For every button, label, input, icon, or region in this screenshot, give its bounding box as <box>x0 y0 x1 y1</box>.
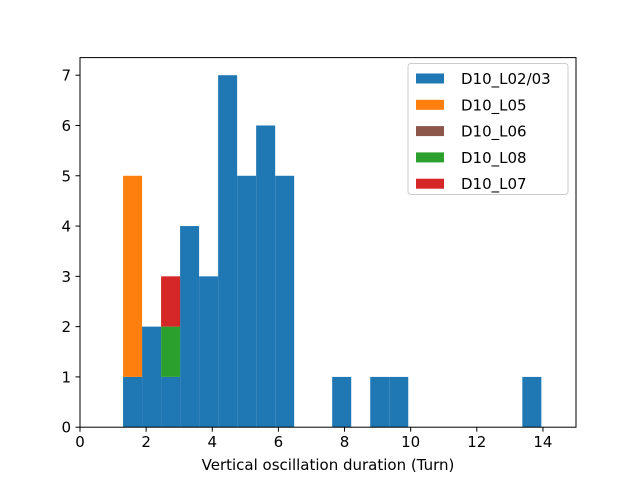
bar-0-1 <box>142 326 162 428</box>
bar-0-2 <box>161 376 181 428</box>
y-tick-label-5: 5 <box>61 167 71 185</box>
legend-swatch-3 <box>416 152 444 163</box>
x-tick-label-2: 4 <box>207 433 217 451</box>
legend: D10_L02/03 D10_L05 D10_L06 D10_L08 D10_L07 <box>407 63 569 195</box>
x-tick-label-6: 12 <box>467 433 486 451</box>
legend-label-2: D10_L06 <box>461 123 527 142</box>
bar-0-6 <box>237 175 257 428</box>
legend-label-1: D10_L05 <box>461 96 527 115</box>
x-tick-label-7: 14 <box>533 433 552 451</box>
bar-0-0 <box>123 376 143 428</box>
y-axis: 0 1 2 3 4 5 6 7 <box>61 67 80 437</box>
legend-box <box>407 63 569 195</box>
bar-0-5 <box>218 75 238 428</box>
y-tick-label-3: 3 <box>61 268 71 286</box>
y-tick-label-0: 0 <box>61 419 71 437</box>
y-tick-label-6: 6 <box>61 117 71 135</box>
x-tick-label-1: 2 <box>141 433 151 451</box>
legend-swatch-0 <box>416 73 444 84</box>
y-tick-label-2: 2 <box>61 318 71 336</box>
bar-0-7 <box>256 125 276 428</box>
bar-0-13 <box>370 376 390 428</box>
bar-0-11 <box>332 376 352 428</box>
legend-swatch-4 <box>416 178 444 189</box>
bar-0-4 <box>199 276 219 428</box>
bar-3-2 <box>161 326 181 377</box>
bar-0-21 <box>522 376 542 428</box>
x-tick-label-4: 8 <box>340 433 350 451</box>
bar-1-0 <box>123 175 143 377</box>
bar-4-2 <box>161 276 181 327</box>
y-tick-label-4: 4 <box>61 218 71 236</box>
bar-0-14 <box>389 376 409 428</box>
x-axis-title: Vertical oscillation duration (Turn) <box>202 456 455 474</box>
bars-group <box>123 75 542 428</box>
legend-label-4: D10_L07 <box>461 175 527 194</box>
bar-0-3 <box>180 226 200 428</box>
y-tick-label-7: 7 <box>61 67 71 85</box>
y-tick-label-1: 1 <box>61 368 71 386</box>
legend-swatch-1 <box>416 99 444 110</box>
plot-frame <box>79 57 577 428</box>
x-tick-label-3: 6 <box>274 433 284 451</box>
x-axis: 0 2 4 6 8 10 12 14 <box>75 427 552 451</box>
legend-label-3: D10_L08 <box>461 149 527 168</box>
x-tick-label-5: 10 <box>401 433 420 451</box>
legend-swatch-2 <box>416 126 444 137</box>
legend-label-0: D10_L02/03 <box>461 70 551 89</box>
bar-0-8 <box>275 175 295 428</box>
x-tick-label-0: 0 <box>75 433 85 451</box>
